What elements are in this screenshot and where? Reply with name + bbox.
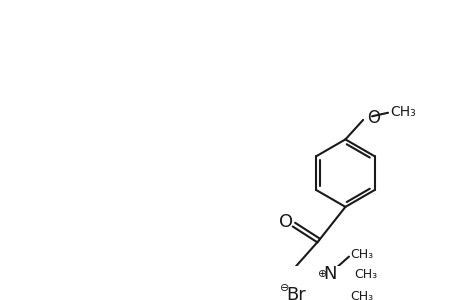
Text: CH₃: CH₃ xyxy=(390,105,415,119)
Text: CH₃: CH₃ xyxy=(350,290,373,300)
Text: O: O xyxy=(278,213,292,231)
Text: CH₃: CH₃ xyxy=(350,248,373,261)
Text: N: N xyxy=(323,266,336,284)
Text: ⊕: ⊕ xyxy=(317,269,326,279)
Text: O: O xyxy=(366,109,379,127)
Text: ⊖: ⊖ xyxy=(280,283,289,293)
Text: CH₃: CH₃ xyxy=(353,268,376,281)
Text: Br: Br xyxy=(285,286,305,300)
